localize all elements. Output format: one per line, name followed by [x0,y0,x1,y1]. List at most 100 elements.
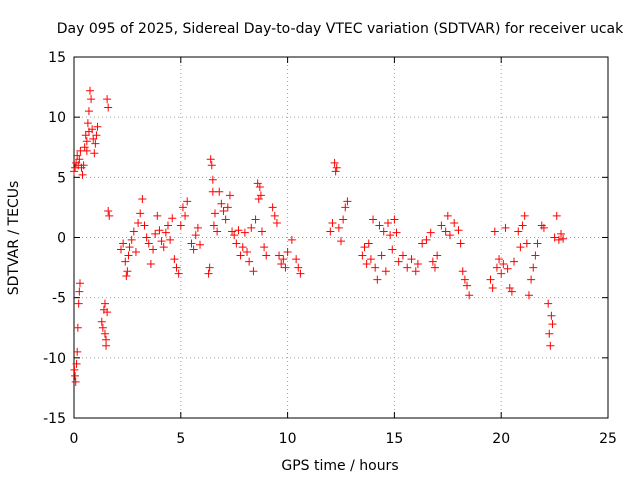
data-point [552,211,561,220]
data-point [91,139,100,148]
data-point [533,239,542,248]
data-point [159,243,168,252]
data-point [539,223,548,232]
data-point [232,239,241,248]
x-tick-label: 15 [385,431,403,447]
data-point [243,247,252,256]
data-point [240,228,249,237]
data-point [253,179,262,188]
data-point [189,245,198,254]
data-point [283,247,292,256]
data-point [73,323,82,332]
data-point [294,263,303,272]
data-point [529,263,538,272]
data-point [450,219,459,228]
data-point [545,329,554,338]
data-point [548,320,557,329]
data-point [153,211,162,220]
data-point [441,227,450,236]
data-point [191,231,200,240]
data-point [426,228,435,237]
x-tick-labels: 0 5 10 15 20 25 [70,431,617,447]
data-point [554,235,563,244]
data-point [550,233,559,242]
data-point [172,263,181,272]
data-point [454,226,463,235]
data-point [463,281,472,290]
data-point [279,255,288,264]
data-point [213,227,222,236]
data-point [181,211,190,220]
data-point [219,207,228,216]
data-point [272,219,281,228]
data-point [334,223,343,232]
data-point [257,227,266,236]
y-tick-label: 0 [57,231,66,247]
data-point [418,239,427,248]
data-point [136,209,145,218]
data-point [86,86,95,95]
data-point [78,170,87,179]
data-point [75,279,84,288]
data-point [383,219,392,228]
data-point [174,269,183,278]
data-point [456,239,465,248]
data-point [497,269,506,278]
data-point [343,197,352,206]
data-point [97,317,106,326]
data-point [516,243,525,252]
data-point [296,269,305,278]
x-tick-label: 20 [492,431,510,447]
data-point [71,371,80,380]
data-point [81,131,90,140]
data-point [119,239,128,248]
data-point [102,341,111,350]
data-point [339,215,348,224]
data-point [277,259,286,268]
data-point [149,245,158,254]
data-point [413,259,422,268]
data-point [98,323,107,332]
data-point [428,257,437,266]
data-point [103,308,112,317]
x-tick-label: 5 [176,431,185,447]
data-point [193,223,202,232]
data-point [358,251,367,260]
data-point [84,127,93,136]
data-point [236,251,245,260]
data-point [544,299,553,308]
data-point [80,143,89,152]
data-point [260,243,269,252]
data-point [82,137,91,146]
data-point [437,221,446,230]
data-point [495,255,504,264]
data-point [520,211,529,220]
data-point [524,291,533,300]
data-point [134,219,143,228]
data-point [557,229,566,238]
data-point [292,255,301,264]
data-point [251,215,260,224]
data-point [79,161,88,170]
data-point [403,263,412,272]
data-point [375,221,384,230]
x-tick-label: 10 [279,431,297,447]
data-point [208,175,217,184]
data-point [330,158,339,167]
data-point [168,214,177,223]
data-point [206,155,215,164]
data-point [362,259,371,268]
data-point [127,235,136,244]
data-point [116,245,125,254]
data-point [331,167,340,176]
data-point [121,257,130,266]
data-point [507,287,516,296]
data-point [105,211,114,220]
data-point [100,299,109,308]
y-tick-labels: -15 -10 -5 0 5 10 15 [43,50,66,427]
data-point [460,275,469,284]
data-point [411,267,420,276]
data-point [255,182,264,191]
data-point [366,255,375,264]
